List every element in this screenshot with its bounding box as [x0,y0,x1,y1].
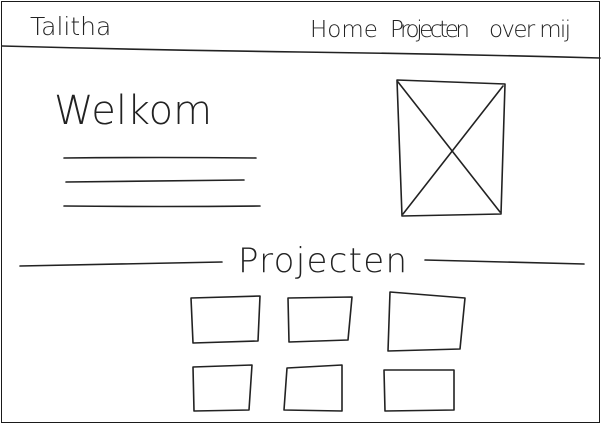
hero-image-placeholder [396,79,506,217]
text-line-1 [63,156,257,159]
brand-logo[interactable]: Talitha [30,12,111,41]
section-rule-right [424,259,585,265]
project-card-3[interactable] [387,291,466,352]
project-card-5[interactable] [283,364,343,412]
nav-home[interactable]: Home [310,17,378,43]
header: Talitha Home Projecten over mij [1,12,601,59]
project-card-4[interactable] [192,364,253,412]
nav-projecten[interactable]: Projecten [390,17,470,43]
hero-section: Welkom [54,79,506,217]
projects-section: Projecten [19,241,585,412]
image-cross-1 [397,81,501,213]
project-card-6[interactable] [383,369,455,412]
image-cross-2 [402,85,504,215]
image-frame [396,79,506,217]
welcome-heading: Welkom [54,88,212,134]
projects-heading: Projecten [238,241,410,281]
section-rule-left [19,261,223,267]
text-line-2 [65,179,245,183]
text-line-3 [63,205,261,208]
project-card-1[interactable] [190,295,261,344]
project-card-2[interactable] [287,296,353,343]
header-divider [1,45,601,59]
nav-over-mij[interactable]: over mij [489,17,571,43]
